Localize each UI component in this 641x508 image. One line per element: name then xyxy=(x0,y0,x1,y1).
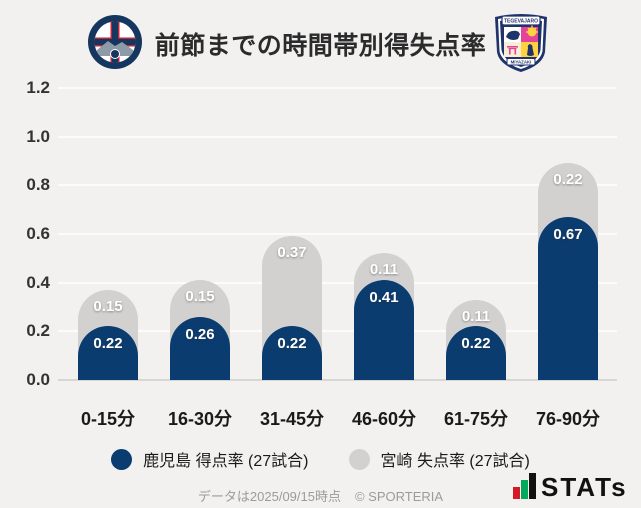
gridline xyxy=(58,281,617,284)
bar-value-label-gray: 0.22 xyxy=(553,171,583,189)
x-axis-category-label: 46-60分 xyxy=(351,409,417,429)
y-axis-tick-label: 1.2 xyxy=(26,78,50,97)
y-axis-tick-label: 0.0 xyxy=(26,370,50,389)
bar-value-label-navy: 0.22 xyxy=(277,335,307,353)
legend-item-kagoshima: 鹿児島 得点率 (27試合) xyxy=(111,447,309,471)
plot-area: 0.0 0.2 0.4 0.6 0.8 1.0 1.2 0.15 0.22 0-15分 0.15 0.… xyxy=(26,78,617,429)
bar-kagoshima-scored xyxy=(354,280,414,380)
legend-label-kagoshima: 鹿児島 得点率 (27試合) xyxy=(143,453,309,470)
bar-kagoshima-scored xyxy=(446,326,506,380)
legend: 鹿児島 得点率 (27試合) 宮崎 失点率 (27試合) xyxy=(0,447,641,471)
tegevajaro-miyazaki-logo: TEGEVAJARO MIYAZAKI xyxy=(495,14,547,72)
y-axis-tick-label: 0.8 xyxy=(26,175,50,195)
legend-item-miyazaki: 宮崎 失点率 (27試合) xyxy=(348,447,530,471)
stats-logo: STATs xyxy=(513,470,635,502)
x-axis-category-label: 0-15分 xyxy=(80,409,136,429)
bar-kagoshima-scored xyxy=(170,316,230,380)
bar-kagoshima-scored xyxy=(262,326,322,380)
kagoshima-legend-dot-icon xyxy=(111,448,133,470)
y-axis-tick-label: 0.2 xyxy=(26,321,50,341)
svg-text:TEGEVAJARO: TEGEVAJARO xyxy=(504,19,538,25)
gridline xyxy=(58,87,617,89)
bar-kagoshima-scored xyxy=(538,216,598,380)
page-title: 前節までの時間帯別得失点率 xyxy=(154,32,487,60)
gridline xyxy=(58,184,617,187)
x-axis-category-label: 16-30分 xyxy=(167,409,233,429)
bar-kagoshima-scored xyxy=(78,326,138,380)
y-axis-tick-label: 1.0 xyxy=(26,126,50,146)
bar-value-label-navy: 0.26 xyxy=(185,325,215,343)
x-axis-category-label: 31-45分 xyxy=(259,409,325,429)
x-axis-category-label: 76-90分 xyxy=(535,409,601,429)
bar-value-label-gray: 0.11 xyxy=(369,261,399,279)
gridline xyxy=(58,135,617,138)
y-axis-tick-label: 0.4 xyxy=(26,272,50,292)
miyazaki-legend-dot-icon xyxy=(348,448,370,470)
bar-value-label-gray: 0.15 xyxy=(185,288,215,306)
stats-barchart-icon xyxy=(513,473,536,502)
bar-value-label-navy: 0.22 xyxy=(93,335,123,353)
bar-value-label-navy: 0.67 xyxy=(553,225,583,243)
data-date-note: データは2025/09/15時点 xyxy=(197,489,341,504)
footer-note: データは2025/09/15時点 © SPORTERIA xyxy=(0,486,641,505)
x-axis-category-label: 61-75分 xyxy=(443,409,509,429)
bar-value-label-gray: 0.37 xyxy=(277,244,307,262)
gridline xyxy=(58,330,617,333)
y-axis-tick-label: 0.6 xyxy=(26,224,50,243)
legend-label-miyazaki: 宮崎 失点率 (27試合) xyxy=(380,453,530,470)
copyright-text: © SPORTERIA xyxy=(354,489,444,504)
stats-logo-text: STATs xyxy=(541,472,628,502)
svg-text:MIYAZAKI: MIYAZAKI xyxy=(511,60,532,65)
kagoshima-united-logo: KAGOSHIMA UNITED FC xyxy=(88,15,142,69)
x-axis-line xyxy=(58,379,617,381)
bar-value-label-navy: 0.22 xyxy=(461,335,491,353)
bar-value-label-gray: 0.11 xyxy=(461,307,491,325)
bar-value-label-gray: 0.15 xyxy=(93,297,123,315)
gridline xyxy=(58,233,617,235)
bar-value-label-navy: 0.41 xyxy=(369,289,399,307)
